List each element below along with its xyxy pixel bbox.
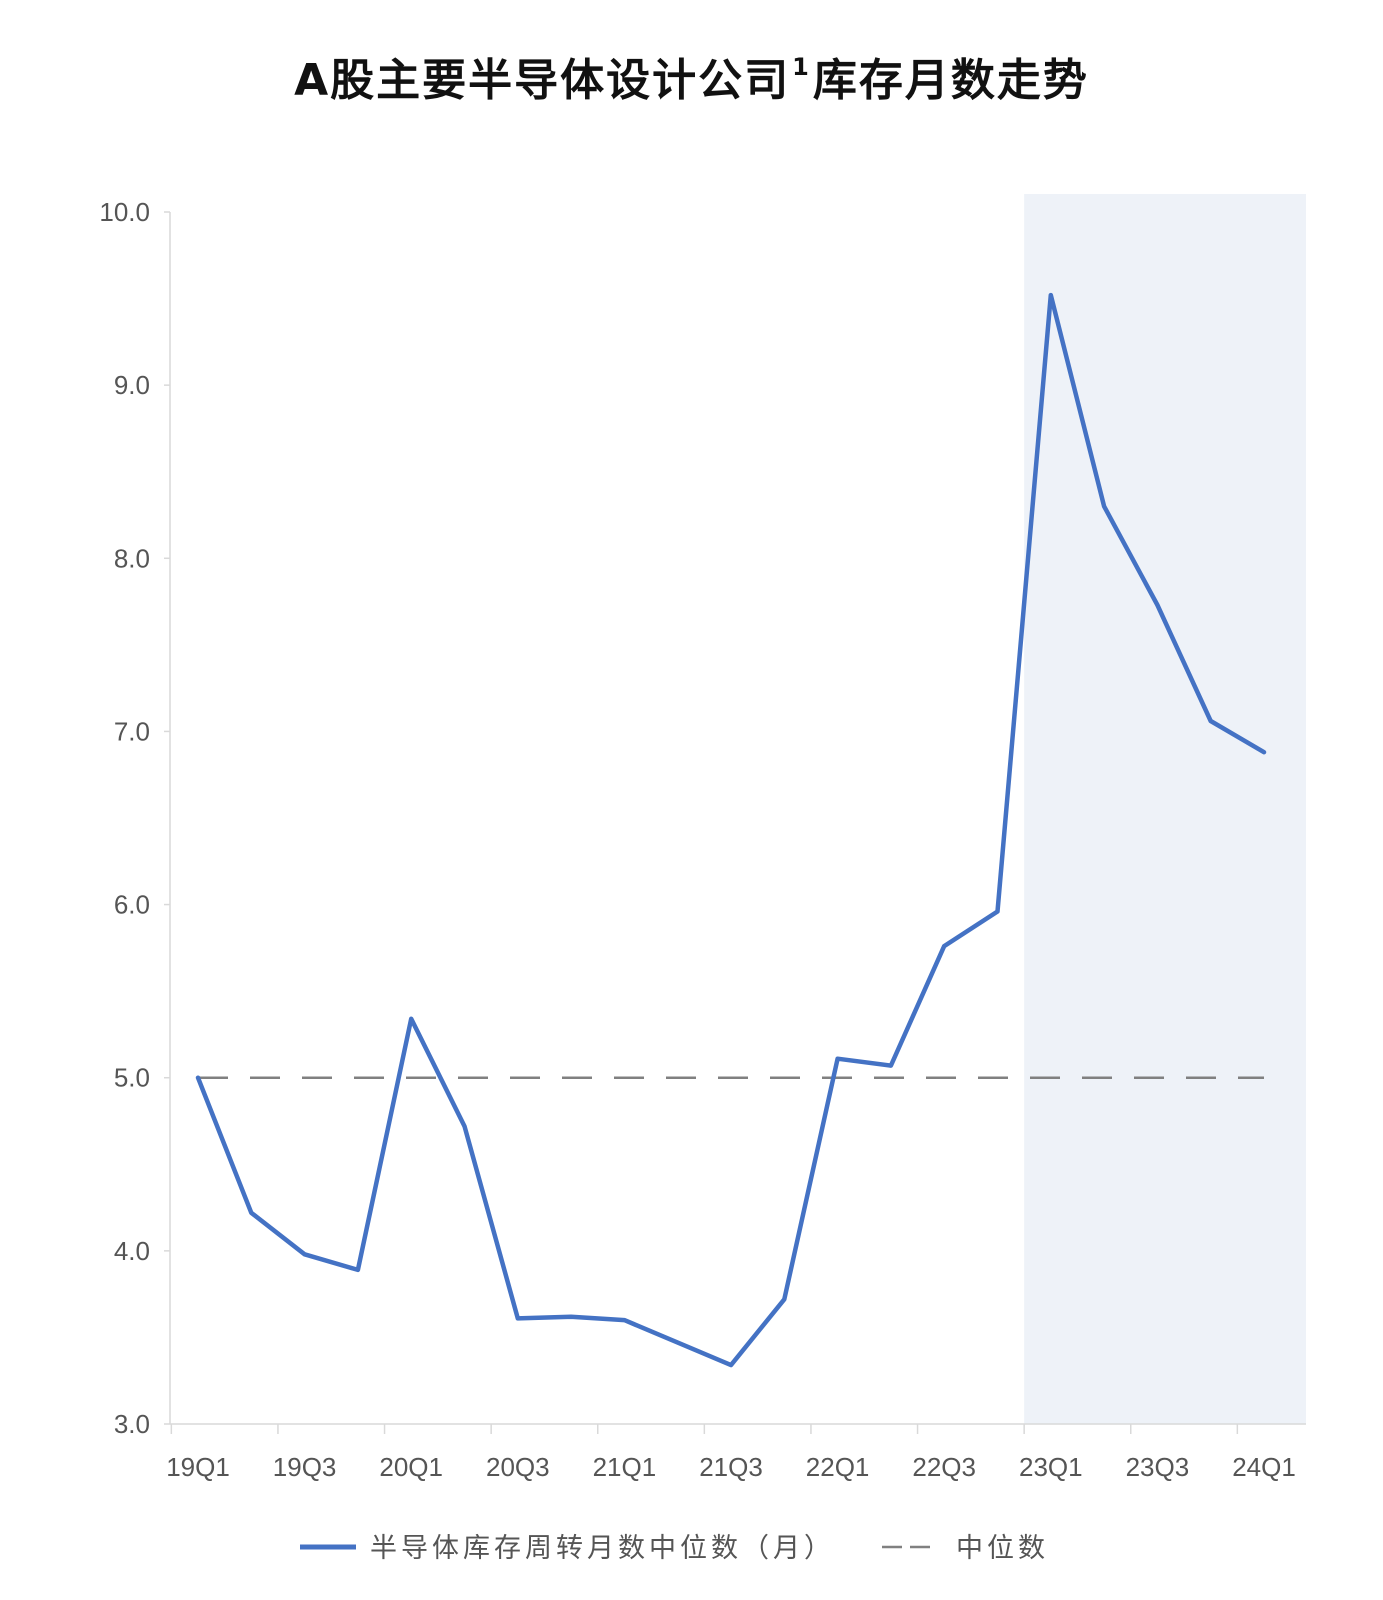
legend-label-median: 中位数: [956, 1533, 1049, 1564]
chart-title: A股主要半导体设计公司1库存月数走势: [0, 44, 1383, 108]
legend-label-inventory: 半导体库存周转月数中位数（月）: [370, 1533, 835, 1564]
inventory-months-line: [195, 292, 1267, 1368]
x-tick-label: 24Q1: [1232, 1452, 1296, 1482]
x-tick-label: 20Q1: [379, 1452, 443, 1482]
x-tick-label: 22Q3: [912, 1452, 976, 1482]
x-tick-label: 20Q3: [486, 1452, 550, 1482]
y-tick-label: 5.0: [114, 1063, 150, 1093]
y-tick-label: 10.0: [99, 197, 150, 227]
legend: 半导体库存周转月数中位数（月） 中位数: [300, 1533, 1049, 1564]
x-axis-ticks: 19Q1 19Q3 20Q1 20Q3 21Q1 21Q3 22Q1 22Q3 23Q1 23Q3…: [166, 1424, 1296, 1482]
chart-title-suffix: 库存月数走势: [812, 55, 1089, 106]
axes: [169, 212, 1306, 1425]
chart-title-main: A股主要半导体设计公司: [294, 55, 791, 106]
x-tick-label: 19Q3: [273, 1452, 337, 1482]
title-footnote-marker: 1: [792, 53, 811, 81]
y-tick-label: 6.0: [114, 890, 150, 920]
series-lines: [195, 292, 1267, 1368]
y-tick-label: 7.0: [114, 716, 150, 746]
shaded-region-rect: [1024, 194, 1306, 1424]
y-tick-label: 8.0: [114, 543, 150, 573]
x-tick-label: 23Q3: [1126, 1452, 1190, 1482]
x-tick-label: 21Q3: [699, 1452, 763, 1482]
y-tick-label: 4.0: [114, 1236, 150, 1266]
y-axis-ticks: 3.0 4.0 5.0 6.0 7.0 8.0 9.0 10.0: [99, 197, 170, 1439]
x-tick-label: 22Q1: [806, 1452, 870, 1482]
x-tick-label: 23Q1: [1019, 1452, 1083, 1482]
x-tick-label: 19Q1: [166, 1452, 230, 1482]
x-tick-label: 21Q1: [593, 1452, 657, 1482]
y-tick-label: 9.0: [114, 370, 150, 400]
shaded-forecast-region: [1024, 194, 1306, 1424]
y-tick-label: 3.0: [114, 1409, 150, 1439]
